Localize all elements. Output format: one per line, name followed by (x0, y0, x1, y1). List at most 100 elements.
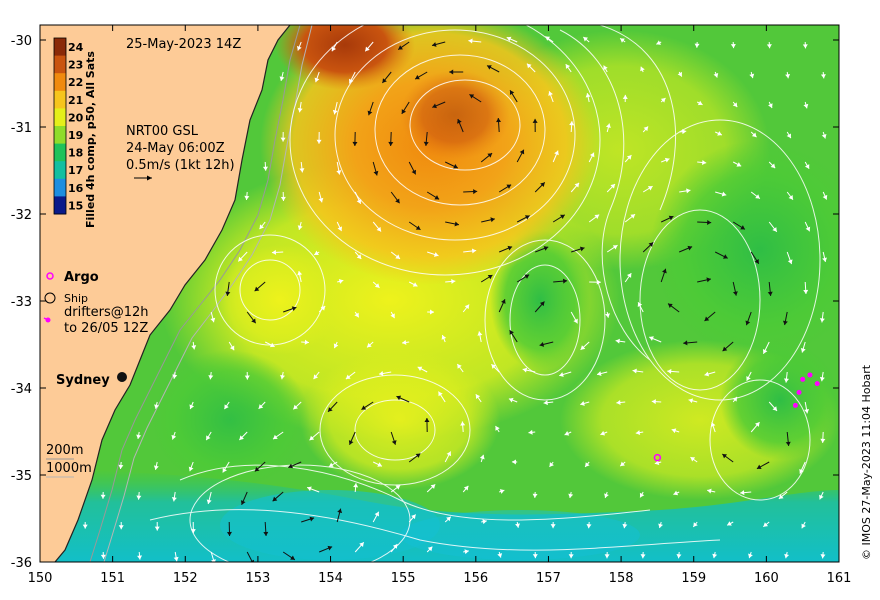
current-vector-head (446, 516, 451, 522)
current-vector-head (251, 318, 256, 324)
current-vector-head (543, 246, 549, 251)
y-tick-label: -31 (11, 121, 32, 136)
current-vector-head (626, 273, 632, 278)
current-vector-head (356, 254, 362, 259)
current-vector-head (328, 462, 334, 467)
y-axis: -30 -31 -32 -33 -34 -35 -36 (11, 34, 839, 571)
current-vector-head (768, 103, 773, 108)
current-vector-head (171, 434, 177, 440)
current-vector-head (693, 522, 698, 527)
current-vector-head (580, 345, 586, 350)
current-vector-head (648, 242, 654, 247)
current-vector-head (532, 493, 538, 498)
current-vector-head (249, 559, 255, 562)
current-vector-head (254, 466, 260, 472)
current-vector-head (616, 399, 621, 405)
colorbar-tick-label: 17 (68, 164, 83, 177)
current-vector-head (749, 73, 755, 79)
current-vector-head (632, 368, 637, 374)
current-vector-head (226, 531, 232, 536)
colorbar-segment (54, 178, 66, 197)
current-vector-head (622, 523, 628, 529)
current-vector-head (574, 182, 580, 188)
current-vector-head (770, 163, 776, 169)
current-vector-head (262, 166, 268, 171)
current-vector-head (568, 493, 574, 499)
current-vector-head (701, 160, 707, 165)
ship-legend-symbol (44, 292, 56, 304)
sst-field (40, 25, 839, 562)
current-vector-head (586, 524, 592, 529)
current-vector-head (269, 342, 275, 348)
current-vector-head (432, 103, 437, 109)
current-vector-head (411, 169, 417, 175)
current-vector-head (332, 109, 338, 115)
current-vector-head (545, 36, 551, 41)
model-time: 24-May 06:00Z (126, 141, 225, 156)
current-vector-head (800, 348, 806, 353)
current-vector-head (475, 394, 481, 399)
current-vector-head (732, 396, 738, 402)
x-tick-label: 152 (173, 571, 198, 586)
current-vector-head (432, 42, 437, 47)
current-vector-head (100, 494, 106, 499)
current-vector-head (620, 461, 625, 467)
current-vector-head (336, 170, 342, 175)
current-vector-head (594, 214, 600, 220)
current-vector-head (610, 184, 616, 189)
date-title: 25-May-2023 14Z (126, 37, 241, 52)
current-vector-head (337, 508, 343, 514)
current-vector-head (206, 499, 212, 504)
current-vector-head (354, 312, 359, 318)
depth-1000m-contour (103, 25, 313, 562)
current-vector-head (359, 542, 364, 547)
colorbar-segment (54, 196, 66, 215)
current-vector-head (433, 252, 439, 257)
current-vector-head (333, 343, 339, 349)
current-vector-head (411, 514, 416, 520)
current-vector-head (293, 404, 298, 410)
current-vector-head (597, 371, 602, 376)
current-vector-head (539, 301, 545, 307)
current-vector-head (804, 408, 810, 414)
colorbar-segment (54, 108, 66, 127)
current-vector-head (532, 118, 538, 123)
current-vector-head (559, 372, 564, 377)
current-vector-head (190, 529, 196, 534)
current-vector-head (677, 71, 683, 77)
current-vector-head (706, 277, 711, 283)
current-vector-head (722, 454, 727, 459)
current-vector-head (374, 283, 380, 288)
current-vector-head (801, 523, 806, 529)
current-vector-head (784, 553, 790, 559)
current-vector-head (280, 137, 286, 142)
current-vector-head (822, 194, 828, 200)
current-vector-head (539, 341, 545, 347)
current-vector-head (304, 339, 309, 345)
drifter-legend-label: drifters@12h (64, 305, 149, 320)
current-vector-head (732, 102, 738, 108)
current-vector-head (568, 554, 574, 559)
drifter-point (796, 389, 802, 395)
current-vector-head (560, 214, 565, 220)
current-vector-head (457, 119, 462, 124)
current-vector-head (361, 405, 367, 410)
y-tick-label: -30 (11, 34, 32, 49)
current-vector-head (707, 219, 712, 225)
colorbar-tick-label: 24 (68, 41, 84, 54)
vector-scale-label: 0.5m/s (1kt 12h) (126, 158, 235, 173)
current-vector-head (314, 250, 319, 256)
x-tick-label: 151 (100, 571, 125, 586)
current-vector-head (272, 496, 278, 502)
current-vector-head (238, 256, 243, 262)
x-tick-label: 154 (318, 571, 343, 586)
current-vector-head (519, 149, 525, 155)
sydney-label: Sydney (56, 373, 110, 388)
current-vector-head (100, 554, 106, 559)
current-vector-head (395, 485, 401, 490)
current-vector-head (290, 555, 295, 560)
depth-200m-label: 200m (46, 443, 83, 458)
current-vector-head (374, 511, 380, 517)
current-vector-head (766, 44, 772, 49)
current-vector-head (712, 553, 718, 559)
